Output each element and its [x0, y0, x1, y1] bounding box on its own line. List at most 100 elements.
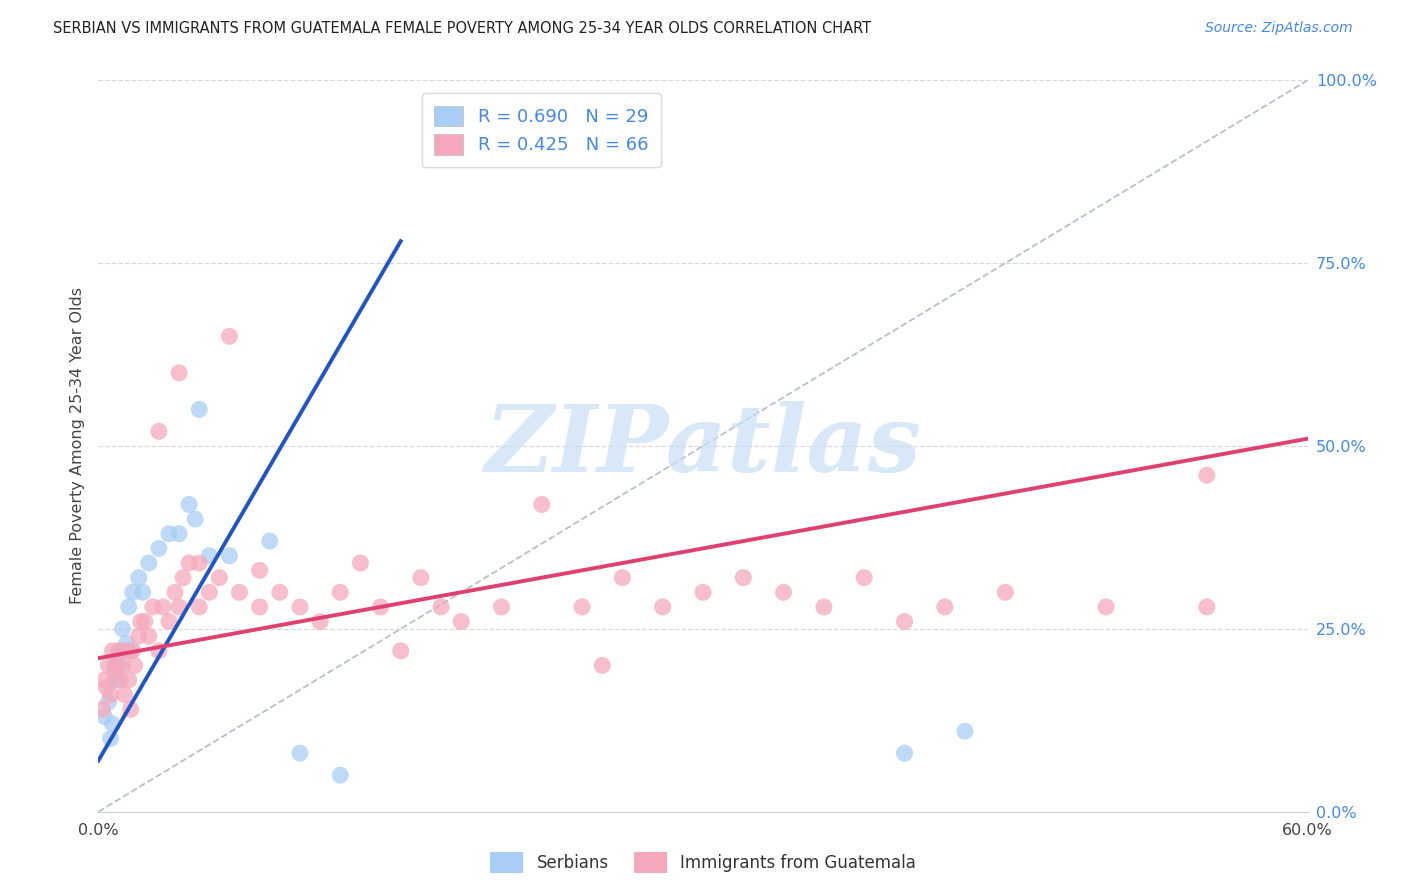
- Point: [103, 658, 125, 673]
- Point: [288, 746, 311, 760]
- Point: [591, 658, 613, 673]
- Point: [198, 549, 221, 563]
- Point: [97, 658, 120, 673]
- Point: [167, 526, 190, 541]
- Point: [134, 615, 156, 629]
- Y-axis label: Female Poverty Among 25-34 Year Olds: Female Poverty Among 25-34 Year Olds: [69, 287, 84, 605]
- Point: [107, 658, 129, 673]
- Point: [115, 644, 138, 658]
- Point: [893, 615, 915, 629]
- Point: [148, 644, 170, 658]
- Text: ZIPatlas: ZIPatlas: [485, 401, 921, 491]
- Point: [733, 571, 755, 585]
- Point: [370, 599, 392, 614]
- Point: [1195, 599, 1218, 614]
- Point: [309, 615, 332, 629]
- Point: [124, 658, 146, 673]
- Text: SERBIAN VS IMMIGRANTS FROM GUATEMALA FEMALE POVERTY AMONG 25-34 YEAR OLDS CORREL: SERBIAN VS IMMIGRANTS FROM GUATEMALA FEM…: [53, 21, 872, 37]
- Point: [813, 599, 835, 614]
- Point: [179, 556, 201, 570]
- Point: [118, 673, 141, 687]
- Point: [101, 717, 124, 731]
- Point: [692, 585, 714, 599]
- Legend: R = 0.690   N = 29, R = 0.425   N = 66: R = 0.690 N = 29, R = 0.425 N = 66: [422, 93, 661, 167]
- Point: [349, 556, 371, 570]
- Point: [218, 549, 240, 563]
- Point: [91, 702, 114, 716]
- Point: [853, 571, 876, 585]
- Point: [93, 709, 115, 723]
- Point: [138, 629, 160, 643]
- Point: [128, 571, 150, 585]
- Point: [105, 658, 128, 673]
- Point: [128, 629, 150, 643]
- Point: [129, 615, 152, 629]
- Point: [228, 585, 250, 599]
- Point: [121, 585, 143, 599]
- Point: [934, 599, 956, 614]
- Point: [188, 599, 211, 614]
- Point: [329, 768, 352, 782]
- Point: [893, 746, 915, 760]
- Point: [148, 425, 170, 439]
- Point: [329, 585, 352, 599]
- Point: [105, 673, 128, 687]
- Point: [110, 673, 132, 687]
- Point: [167, 599, 190, 614]
- Point: [142, 599, 165, 614]
- Point: [107, 644, 129, 658]
- Point: [110, 644, 132, 658]
- Legend: Serbians, Immigrants from Guatemala: Serbians, Immigrants from Guatemala: [484, 846, 922, 880]
- Point: [208, 571, 231, 585]
- Point: [157, 526, 180, 541]
- Point: [409, 571, 432, 585]
- Point: [138, 556, 160, 570]
- Point: [120, 644, 142, 658]
- Point: [218, 329, 240, 343]
- Point: [571, 599, 593, 614]
- Point: [530, 498, 553, 512]
- Point: [163, 585, 186, 599]
- Point: [994, 585, 1017, 599]
- Point: [389, 644, 412, 658]
- Point: [430, 599, 453, 614]
- Point: [167, 366, 190, 380]
- Point: [101, 644, 124, 658]
- Text: Source: ZipAtlas.com: Source: ZipAtlas.com: [1205, 21, 1353, 36]
- Point: [259, 534, 281, 549]
- Point: [249, 599, 271, 614]
- Point: [179, 498, 201, 512]
- Point: [97, 695, 120, 709]
- Point: [288, 599, 311, 614]
- Point: [1095, 599, 1118, 614]
- Point: [172, 571, 194, 585]
- Point: [198, 585, 221, 599]
- Point: [491, 599, 513, 614]
- Point: [184, 512, 207, 526]
- Point: [115, 636, 138, 650]
- Point: [188, 402, 211, 417]
- Point: [96, 681, 118, 695]
- Point: [148, 541, 170, 556]
- Point: [111, 622, 134, 636]
- Point: [249, 563, 271, 577]
- Point: [612, 571, 634, 585]
- Point: [121, 644, 143, 658]
- Point: [132, 585, 155, 599]
- Point: [100, 731, 122, 746]
- Point: [953, 724, 976, 739]
- Point: [103, 665, 125, 680]
- Point: [188, 556, 211, 570]
- Point: [93, 673, 115, 687]
- Point: [651, 599, 673, 614]
- Point: [772, 585, 794, 599]
- Point: [269, 585, 291, 599]
- Point: [111, 658, 134, 673]
- Point: [120, 702, 142, 716]
- Point: [100, 688, 122, 702]
- Point: [152, 599, 174, 614]
- Point: [1195, 468, 1218, 483]
- Point: [114, 688, 136, 702]
- Point: [118, 599, 141, 614]
- Point: [157, 615, 180, 629]
